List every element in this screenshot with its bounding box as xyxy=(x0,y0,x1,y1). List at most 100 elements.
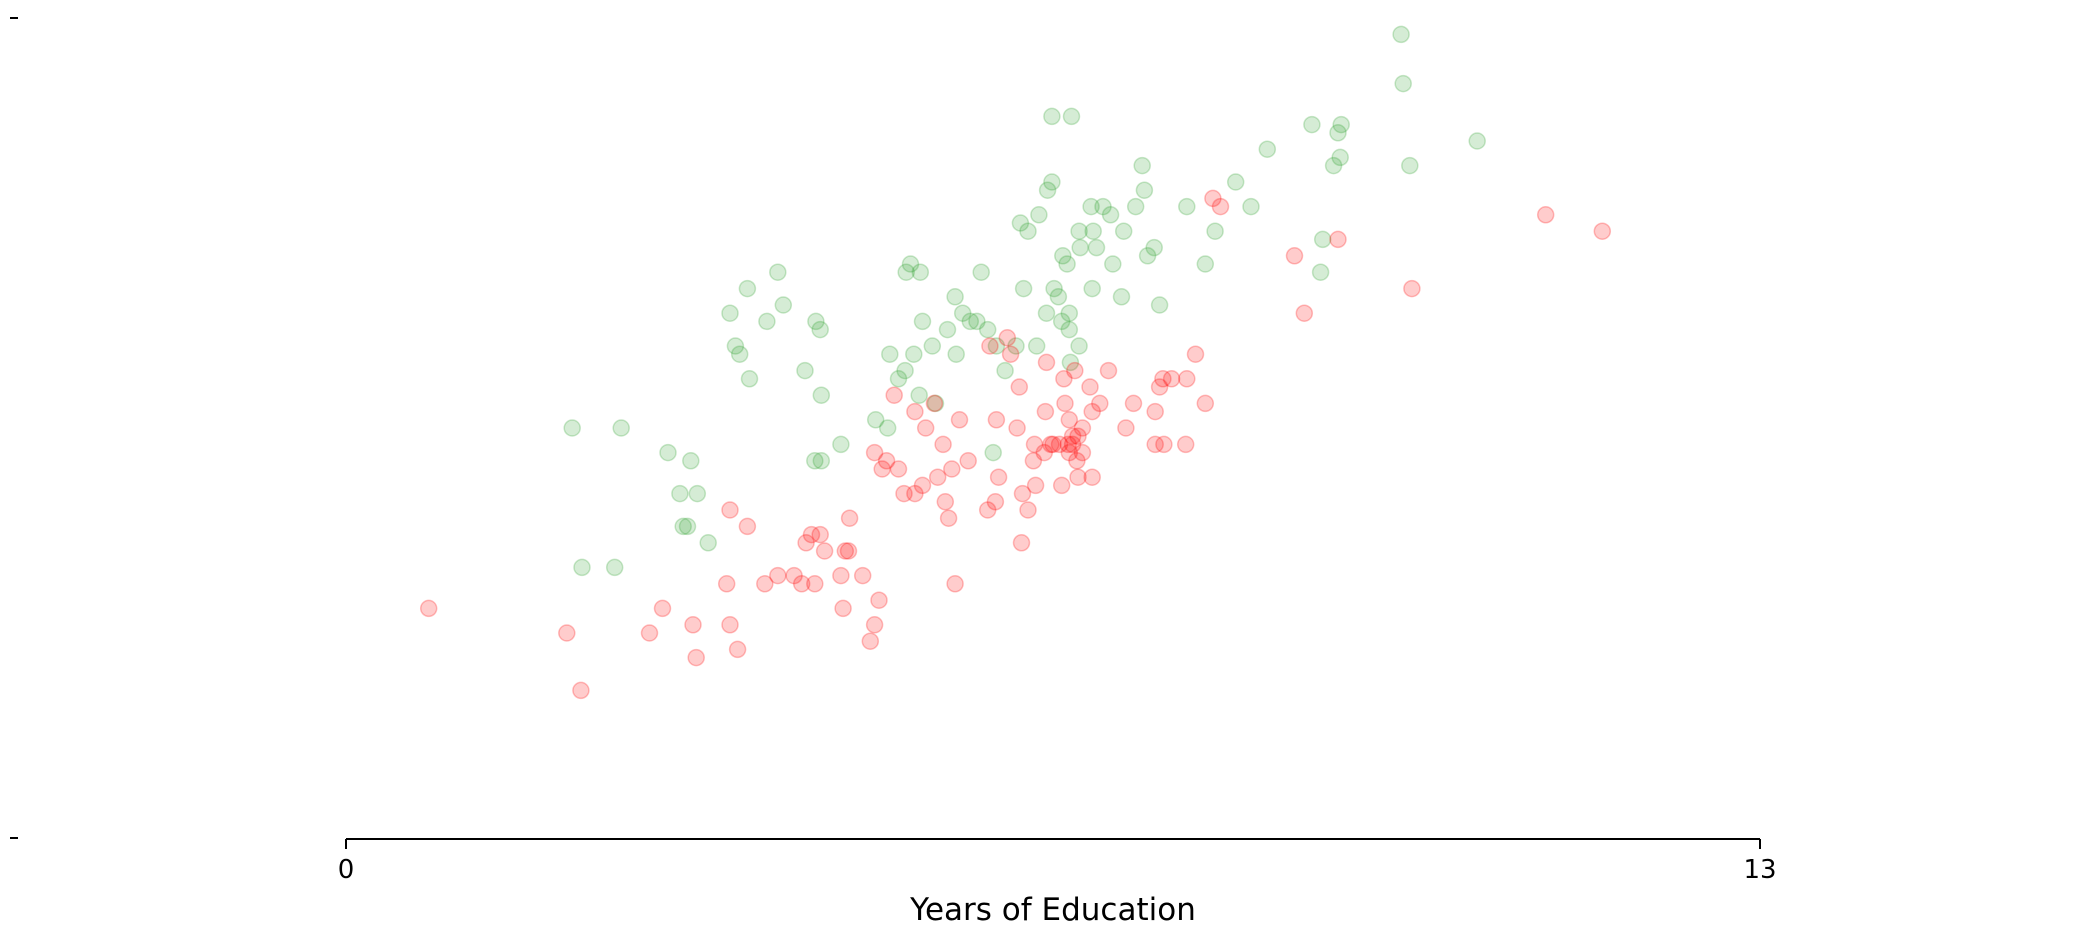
scatter-point-s0-91 xyxy=(1242,197,1260,216)
scatter-point-s1-5 xyxy=(684,616,702,634)
scatter-point-s0-17 xyxy=(769,263,787,281)
scatter-point-s0-90 xyxy=(1226,173,1245,191)
scatter-point-s0-24 xyxy=(812,452,831,470)
scatter-point-s1-90 xyxy=(1124,394,1143,413)
scatter-point-s0-73 xyxy=(1082,197,1100,216)
scatter-point-s1-87 xyxy=(1091,394,1109,413)
scatter-point-s0-30 xyxy=(896,361,914,380)
scatter-point-s1-80 xyxy=(1060,411,1079,429)
scatter-point-s1-92 xyxy=(1150,378,1169,396)
scatter-point-s1-52 xyxy=(981,337,999,355)
scatter-point-s0-33 xyxy=(911,263,930,281)
scatter-point-s0-96 xyxy=(1324,156,1343,175)
scatter-point-s1-40 xyxy=(928,468,947,486)
scatter-point-s1-97 xyxy=(1178,370,1196,388)
scatter-point-s1-44 xyxy=(943,460,961,478)
scatter-point-s1-50 xyxy=(986,493,1005,511)
scatter-point-s1-72 xyxy=(1052,476,1071,495)
scatter-point-s1-103 xyxy=(1285,247,1304,265)
scatter-point-s1-39 xyxy=(916,419,935,437)
scatter-point-s0-32 xyxy=(901,255,920,273)
scatter-point-s0-88 xyxy=(1196,255,1215,273)
scatter-points xyxy=(419,25,1612,700)
scatter-point-s1-48 xyxy=(959,452,977,470)
scatter-point-s0-25 xyxy=(832,435,850,454)
scatter-point-s0-55 xyxy=(1043,173,1061,191)
scatter-point-s0-50 xyxy=(1007,337,1025,355)
scatter-point-s1-69 xyxy=(1050,435,1069,454)
scatter-point-s1-86 xyxy=(1081,378,1099,396)
scatter-point-s1-25 xyxy=(839,542,858,560)
scatter-point-s0-2 xyxy=(573,558,591,577)
scatter-point-s1-96 xyxy=(1162,370,1181,388)
scatter-point-s0-44 xyxy=(968,312,986,331)
scatter-point-s1-37 xyxy=(906,402,924,421)
scatter-point-s1-19 xyxy=(806,575,824,593)
scatter-point-s0-85 xyxy=(1145,238,1163,257)
scatter-point-s1-61 xyxy=(1024,452,1043,470)
scatter-point-s0-63 xyxy=(1058,255,1076,273)
scatter-point-s1-71 xyxy=(1056,394,1074,413)
scatter-point-s0-6 xyxy=(671,484,689,503)
scatter-point-s0-101 xyxy=(1394,74,1412,93)
scatter-point-s0-92 xyxy=(1258,140,1277,158)
scatter-point-s1-64 xyxy=(1036,402,1055,421)
scatter-point-s1-82 xyxy=(1069,468,1087,486)
scatter-point-s1-102 xyxy=(1211,197,1230,216)
scatter-point-s1-104 xyxy=(1295,304,1314,322)
scatter-point-s0-76 xyxy=(1087,238,1106,257)
scatter-point-s1-108 xyxy=(1593,222,1612,240)
scatter-point-s1-81 xyxy=(1068,452,1086,470)
scatter-point-s0-62 xyxy=(1054,247,1072,265)
scatter-point-s0-64 xyxy=(1049,288,1068,306)
scatter-point-s1-101 xyxy=(1204,189,1222,208)
scatter-point-s1-78 xyxy=(1083,468,1101,486)
scatter-point-s0-39 xyxy=(938,320,957,339)
scatter-point-s0-61 xyxy=(1062,107,1081,126)
scatter-point-s1-34 xyxy=(889,460,908,478)
scatter-point-s0-95 xyxy=(1313,230,1332,249)
scatter-point-s1-12 xyxy=(738,517,757,536)
scatter-point-s1-49 xyxy=(978,501,997,519)
scatter-point-s0-20 xyxy=(807,312,825,331)
scatter-point-s1-85 xyxy=(1073,443,1092,462)
scatter-point-s0-28 xyxy=(881,345,899,363)
scatter-point-s1-0 xyxy=(419,599,438,618)
scatter-point-s0-29 xyxy=(889,370,908,388)
scatter-point-s1-60 xyxy=(1019,501,1037,519)
scatter-point-s0-87 xyxy=(1178,197,1196,216)
scatter-point-s1-51 xyxy=(987,411,1006,429)
scatter-point-s1-26 xyxy=(853,566,872,585)
scatter-point-s0-53 xyxy=(1030,206,1048,224)
scatter-point-s1-4 xyxy=(640,624,659,642)
scatter-point-s0-42 xyxy=(947,345,965,363)
scatter-point-s0-18 xyxy=(774,296,793,314)
scatter-point-s1-59 xyxy=(1012,534,1031,552)
scatter-point-s0-103 xyxy=(1468,132,1486,150)
scatter-point-s1-106 xyxy=(1403,279,1421,298)
scatter-point-s1-84 xyxy=(1066,361,1084,380)
scatter-point-s1-79 xyxy=(1063,435,1082,454)
scatter-point-s0-69 xyxy=(1061,353,1080,372)
scatter-point-s0-45 xyxy=(972,263,990,281)
scatter-point-s0-70 xyxy=(1071,238,1089,257)
scatter-point-s1-70 xyxy=(1055,370,1073,388)
scatter-point-s1-7 xyxy=(721,616,739,634)
scatter-point-s0-51 xyxy=(1011,214,1030,232)
scatter-point-s1-105 xyxy=(1329,230,1347,249)
scatter-point-s1-89 xyxy=(1117,419,1135,437)
x-tick-label-1: 13 xyxy=(1743,855,1776,885)
scatter-point-s0-83 xyxy=(1133,156,1151,175)
scatter-point-s1-22 xyxy=(834,599,852,618)
scatter-point-s1-95 xyxy=(1155,435,1173,454)
scatter-point-s1-66 xyxy=(1037,353,1056,372)
scatter-point-s0-15 xyxy=(738,279,757,298)
scatter-point-s0-68 xyxy=(1070,337,1088,355)
scatter-point-s0-23 xyxy=(806,452,824,470)
scatter-point-s1-24 xyxy=(836,542,855,560)
scatter-point-s1-83 xyxy=(1059,435,1077,454)
scatter-point-s0-10 xyxy=(699,534,717,552)
scatter-point-s1-3 xyxy=(653,599,672,618)
scatter-point-s0-58 xyxy=(1037,304,1056,322)
scatter-point-s0-59 xyxy=(1045,279,1063,298)
